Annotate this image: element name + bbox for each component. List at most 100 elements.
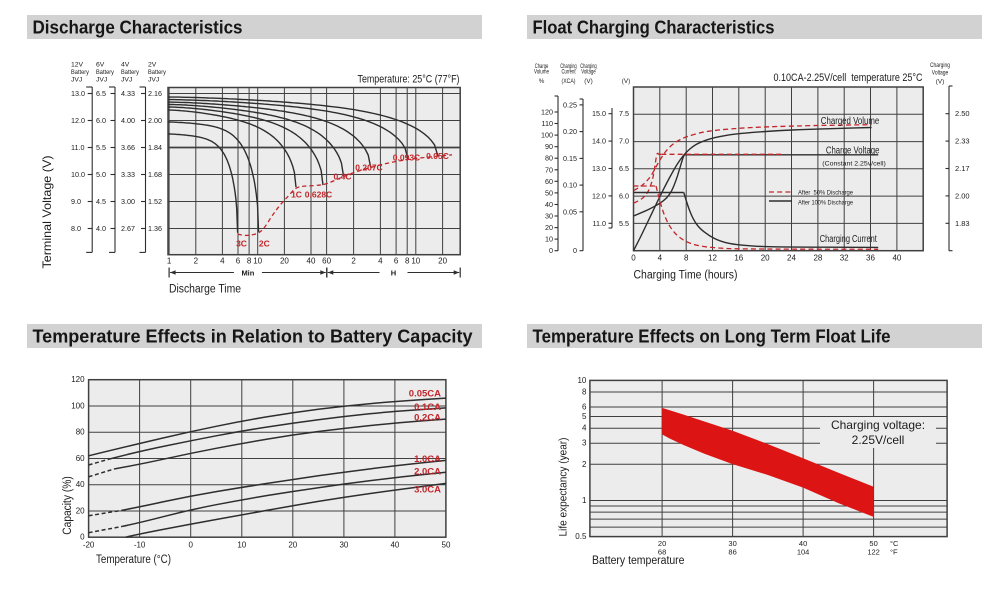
svg-text:(Constant 2.25v/cell): (Constant 2.25v/cell) <box>822 161 886 168</box>
svg-text:°C: °C <box>890 539 899 548</box>
svg-text:3C: 3C <box>236 239 247 249</box>
svg-text:2C: 2C <box>259 239 270 249</box>
svg-text:1.36: 1.36 <box>148 224 162 233</box>
svg-text:11.0: 11.0 <box>593 219 606 228</box>
svg-text:120: 120 <box>71 375 85 384</box>
svg-text:Charging Time (hours): Charging Time (hours) <box>634 270 738 282</box>
svg-text:0: 0 <box>573 246 577 255</box>
svg-text:80: 80 <box>545 154 553 163</box>
svg-text:JVJ: JVJ <box>71 77 82 84</box>
svg-text:0.05: 0.05 <box>563 207 577 216</box>
svg-text:0.1CA: 0.1CA <box>414 402 441 413</box>
svg-text:2.25V/cell: 2.25V/cell <box>852 433 905 447</box>
svg-text:2: 2 <box>582 460 587 469</box>
svg-text:10: 10 <box>411 257 420 266</box>
svg-text:Charging Current: Charging Current <box>820 234 877 245</box>
svg-text:3.66: 3.66 <box>121 143 135 152</box>
svg-text:80: 80 <box>76 428 85 437</box>
svg-text:20: 20 <box>658 539 666 548</box>
svg-text:32: 32 <box>840 254 849 263</box>
svg-text:8: 8 <box>247 257 252 266</box>
svg-text:-20: -20 <box>83 541 95 550</box>
svg-text:6.0: 6.0 <box>619 191 629 200</box>
svg-text:4: 4 <box>658 254 663 263</box>
svg-text:(V): (V) <box>584 78 592 85</box>
svg-text:Temperature Effects on Long Te: Temperature Effects on Long Term Float L… <box>533 327 891 347</box>
svg-text:50: 50 <box>869 539 877 548</box>
svg-text:After 50% Discharge: After 50% Discharge <box>798 190 853 197</box>
svg-text:10: 10 <box>577 376 586 385</box>
svg-text:8: 8 <box>582 388 587 397</box>
svg-text:0.05C: 0.05C <box>426 151 449 161</box>
svg-text:1.84: 1.84 <box>148 143 162 152</box>
svg-text:Charging: Charging <box>930 62 950 69</box>
svg-text:6V: 6V <box>96 62 105 69</box>
svg-text:100: 100 <box>541 131 553 140</box>
svg-text:%: % <box>539 78 545 85</box>
svg-text:0.093C: 0.093C <box>393 153 420 163</box>
svg-text:6: 6 <box>236 257 241 266</box>
svg-text:30: 30 <box>545 212 553 221</box>
svg-text:(V): (V) <box>622 78 630 85</box>
svg-text:H: H <box>391 268 396 277</box>
svg-text:0: 0 <box>80 533 85 542</box>
svg-text:2: 2 <box>351 257 356 266</box>
svg-text:13.0: 13.0 <box>71 89 85 98</box>
svg-text:Terminal Voltage (V): Terminal Voltage (V) <box>40 155 54 268</box>
svg-text:2.16: 2.16 <box>148 89 162 98</box>
svg-text:70: 70 <box>545 165 553 174</box>
svg-text:4.00: 4.00 <box>121 116 135 125</box>
svg-text:Float Charging Characteristics: Float Charging Characteristics <box>533 18 775 38</box>
svg-text:1C: 1C <box>291 190 302 200</box>
svg-text:Discharge Time: Discharge Time <box>169 283 241 295</box>
svg-text:4.5: 4.5 <box>96 197 106 206</box>
svg-text:20: 20 <box>280 257 289 266</box>
svg-text:0.2CA: 0.2CA <box>414 413 441 424</box>
svg-text:12.0: 12.0 <box>592 191 606 200</box>
svg-text:Voltage: Voltage <box>581 69 596 76</box>
svg-text:10: 10 <box>545 235 553 244</box>
svg-text:0.25: 0.25 <box>563 100 577 109</box>
svg-text:10: 10 <box>253 257 262 266</box>
svg-text:12: 12 <box>708 254 717 263</box>
svg-text:7.5: 7.5 <box>619 109 629 118</box>
svg-text:Charging: Charging <box>580 63 597 70</box>
svg-text:6.5: 6.5 <box>96 89 106 98</box>
svg-text:3.0CA: 3.0CA <box>414 484 441 495</box>
svg-text:40: 40 <box>799 539 807 548</box>
svg-text:28: 28 <box>813 254 822 263</box>
svg-text:5.5: 5.5 <box>619 219 629 228</box>
svg-text:4: 4 <box>582 424 587 433</box>
svg-text:JVJ: JVJ <box>121 77 132 84</box>
svg-text:12V: 12V <box>71 62 84 69</box>
svg-text:40: 40 <box>307 257 316 266</box>
svg-text:0: 0 <box>549 246 553 255</box>
svg-text:3: 3 <box>582 439 587 448</box>
svg-text:2.00: 2.00 <box>148 116 162 125</box>
svg-text:40: 40 <box>892 254 901 263</box>
svg-text:Min: Min <box>241 268 254 277</box>
svg-text:Discharge Characteristics: Discharge Characteristics <box>33 18 243 38</box>
svg-text:20: 20 <box>438 257 447 266</box>
svg-text:4: 4 <box>378 257 383 266</box>
svg-text:13.0: 13.0 <box>592 164 606 173</box>
svg-text:2.67: 2.67 <box>121 224 135 233</box>
svg-text:68: 68 <box>658 548 666 557</box>
svg-text:30: 30 <box>728 539 736 548</box>
svg-text:Temperature: 25°C (77°F): Temperature: 25°C (77°F) <box>358 74 460 86</box>
svg-text:Charged Volume: Charged Volume <box>821 116 880 127</box>
svg-text:Battery: Battery <box>121 69 139 76</box>
svg-text:4.0: 4.0 <box>96 224 106 233</box>
svg-text:11.0: 11.0 <box>71 143 84 152</box>
svg-text:40: 40 <box>76 480 85 489</box>
svg-text:60: 60 <box>322 257 331 266</box>
svg-text:1.83: 1.83 <box>955 219 970 228</box>
svg-text:20: 20 <box>76 507 85 516</box>
svg-text:60: 60 <box>76 454 85 463</box>
svg-text:20: 20 <box>761 254 770 263</box>
svg-text:8: 8 <box>405 257 410 266</box>
svg-text:0.10: 0.10 <box>563 181 577 190</box>
svg-text:4V: 4V <box>121 62 130 69</box>
svg-text:0.15: 0.15 <box>563 154 577 163</box>
svg-text:Charging: Charging <box>560 63 577 70</box>
